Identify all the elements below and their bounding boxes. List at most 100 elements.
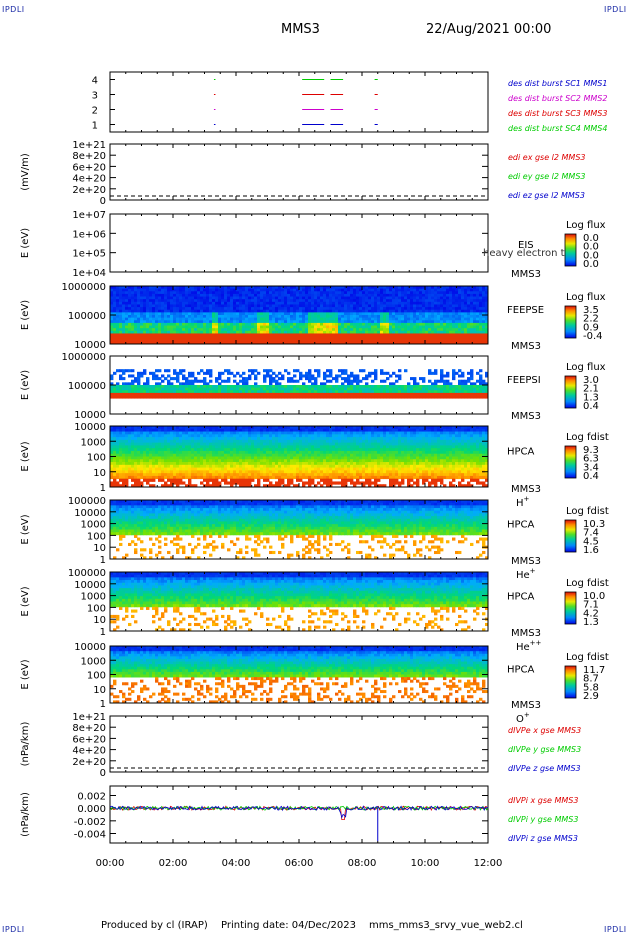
pixel-cell — [410, 328, 413, 331]
pixel-cell — [200, 299, 203, 302]
pixel-cell — [176, 377, 179, 380]
pixel-cell — [200, 470, 203, 473]
pixel-cell — [254, 310, 257, 313]
pixel-cell — [209, 312, 212, 315]
pixel-cell — [371, 289, 374, 292]
pixel-cell — [227, 454, 230, 457]
pixel-cell — [302, 339, 305, 342]
pixel-cell — [209, 468, 212, 471]
pixel-cell — [188, 473, 191, 476]
pixel-cell — [209, 315, 212, 318]
pixel-cell — [140, 481, 143, 484]
pixel-cell — [353, 374, 356, 377]
pixel-cell — [209, 299, 212, 302]
pixel-cell — [110, 468, 113, 471]
pixel-cell — [182, 315, 185, 318]
pixel-cell — [257, 304, 260, 307]
pixel-cell — [176, 396, 179, 399]
pixel-cell — [200, 437, 203, 440]
pixel-cell — [293, 369, 296, 372]
pixel-cell — [350, 299, 353, 302]
pixel-cell — [368, 390, 371, 393]
pixel-cell — [236, 339, 239, 342]
pixel-cell — [467, 307, 470, 310]
pixel-cell — [206, 465, 209, 468]
pixel-cell — [167, 291, 170, 294]
pixel-cell — [143, 429, 146, 432]
pixel-cell — [176, 429, 179, 432]
pixel-cell — [266, 326, 269, 329]
pixel-cell — [278, 331, 281, 334]
pixel-cell — [215, 440, 218, 443]
pixel-cell — [275, 312, 278, 315]
pixel-cell — [404, 328, 407, 331]
pixel-cell — [143, 388, 146, 391]
pixel-cell — [317, 297, 320, 300]
pixel-cell — [440, 380, 443, 383]
pixel-cell — [170, 315, 173, 318]
pixel-cell — [146, 299, 149, 302]
pixel-cell — [407, 294, 410, 297]
pixel-cell — [257, 326, 260, 329]
pixel-cell — [245, 302, 248, 305]
pixel-cell — [110, 390, 113, 393]
pixel-cell — [479, 382, 482, 385]
pixel-cell — [206, 396, 209, 399]
pixel-cell — [209, 380, 212, 383]
pixel-cell — [446, 385, 449, 388]
pixel-cell — [197, 310, 200, 313]
pixel-cell — [356, 382, 359, 385]
pixel-cell — [110, 388, 113, 391]
pixel-cell — [389, 331, 392, 334]
pixel-cell — [311, 339, 314, 342]
pixel-cell — [152, 459, 155, 462]
pixel-cell — [305, 339, 308, 342]
pixel-cell — [215, 339, 218, 342]
pixel-cell — [194, 459, 197, 462]
pixel-cell — [479, 333, 482, 336]
pixel-cell — [251, 372, 254, 375]
pixel-cell — [137, 312, 140, 315]
pixel-cell — [179, 465, 182, 468]
pixel-cell — [197, 465, 200, 468]
pixel-cell — [314, 289, 317, 292]
pixel-cell — [329, 291, 332, 294]
pixel-cell — [284, 315, 287, 318]
pixel-cell — [452, 372, 455, 375]
pixel-cell — [335, 393, 338, 396]
pixel-cell — [125, 339, 128, 342]
pixel-cell — [221, 437, 224, 440]
pixel-cell — [473, 385, 476, 388]
pixel-cell — [128, 315, 131, 318]
pixel-cell — [149, 457, 152, 460]
pixel-cell — [113, 434, 116, 437]
pixel-cell — [191, 291, 194, 294]
pixel-cell — [173, 476, 176, 479]
pixel-cell — [206, 454, 209, 457]
pixel-cell — [272, 336, 275, 339]
pixel-cell — [209, 318, 212, 321]
pixel-cell — [218, 312, 221, 315]
pixel-cell — [131, 440, 134, 443]
pixel-cell — [176, 451, 179, 454]
pixel-cell — [227, 369, 230, 372]
y-tick-label: 2 — [92, 106, 98, 117]
pixel-cell — [125, 320, 128, 323]
pixel-cell — [119, 289, 122, 292]
pixel-cell — [173, 299, 176, 302]
pixel-cell — [155, 437, 158, 440]
pixel-cell — [446, 333, 449, 336]
pixel-cell — [164, 451, 167, 454]
pixel-cell — [284, 390, 287, 393]
pixel-cell — [410, 294, 413, 297]
pixel-cell — [413, 331, 416, 334]
pixel-cell — [458, 323, 461, 326]
pixel-cell — [191, 310, 194, 313]
pixel-cell — [197, 385, 200, 388]
pixel-cell — [206, 320, 209, 323]
pixel-cell — [287, 372, 290, 375]
pixel-cell — [425, 396, 428, 399]
pixel-cell — [479, 302, 482, 305]
pixel-cell — [458, 393, 461, 396]
pixel-cell — [473, 323, 476, 326]
